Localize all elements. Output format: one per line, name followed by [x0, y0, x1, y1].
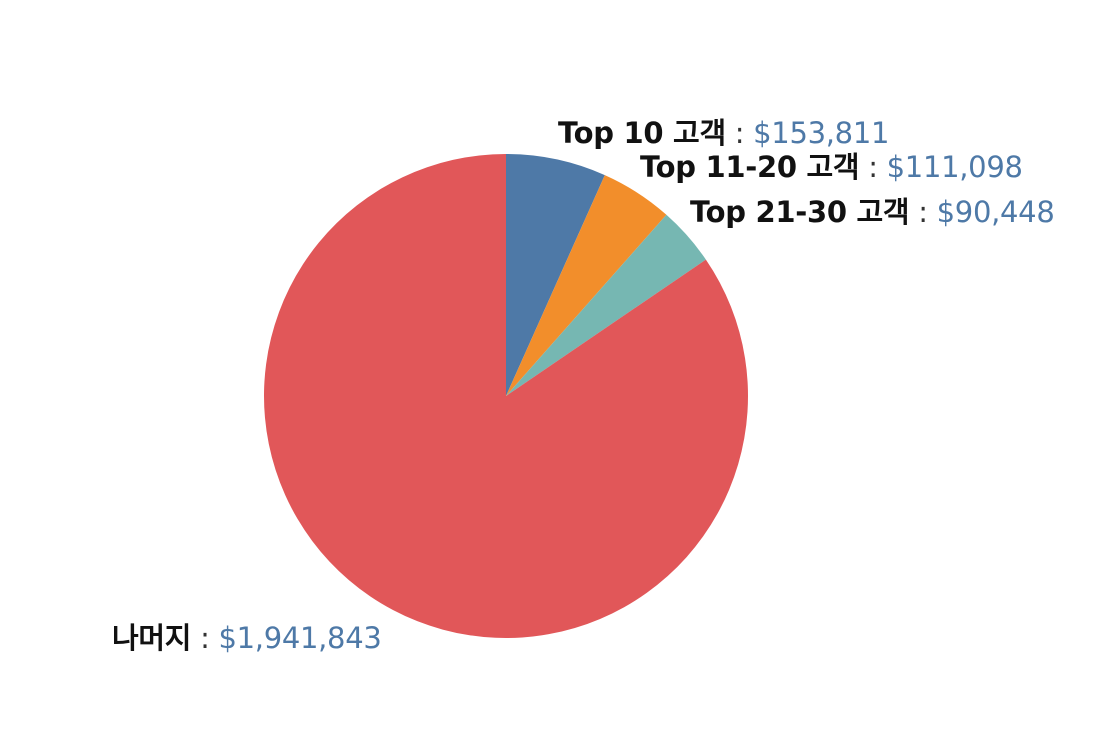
slice-label-value: $90,448 [936, 195, 1055, 229]
pie-slice-top21-30[interactable] [506, 214, 706, 396]
slice-label-separator: : [918, 195, 928, 229]
slice-label-value: $153,811 [753, 116, 890, 150]
slice-label-value: $111,098 [886, 150, 1023, 184]
pie-slice-top11-20[interactable] [506, 175, 667, 396]
slice-label-separator: : [200, 621, 210, 655]
slice-label-separator: : [868, 150, 878, 184]
slice-label-category: Top 10 고객 [558, 116, 726, 150]
pie-slice-rest[interactable] [263, 154, 748, 638]
pie-slices [263, 154, 748, 638]
pie-slice-top10[interactable] [506, 154, 605, 396]
slice-label-rest: 나머지 : $1,941,843 [112, 621, 382, 655]
slice-label-top11-20: Top 11-20 고객 : $111,098 [640, 150, 1023, 184]
slice-label-category: 나머지 [112, 621, 192, 655]
slice-label-top21-30: Top 21-30 고객 : $90,448 [690, 195, 1055, 229]
slice-label-category: Top 11-20 고객 [640, 150, 860, 184]
slice-label-top10: Top 10 고객 : $153,811 [558, 116, 889, 150]
slice-label-value: $1,941,843 [218, 621, 382, 655]
slice-label-category: Top 21-30 고객 [690, 195, 910, 229]
slice-label-separator: : [734, 116, 745, 150]
